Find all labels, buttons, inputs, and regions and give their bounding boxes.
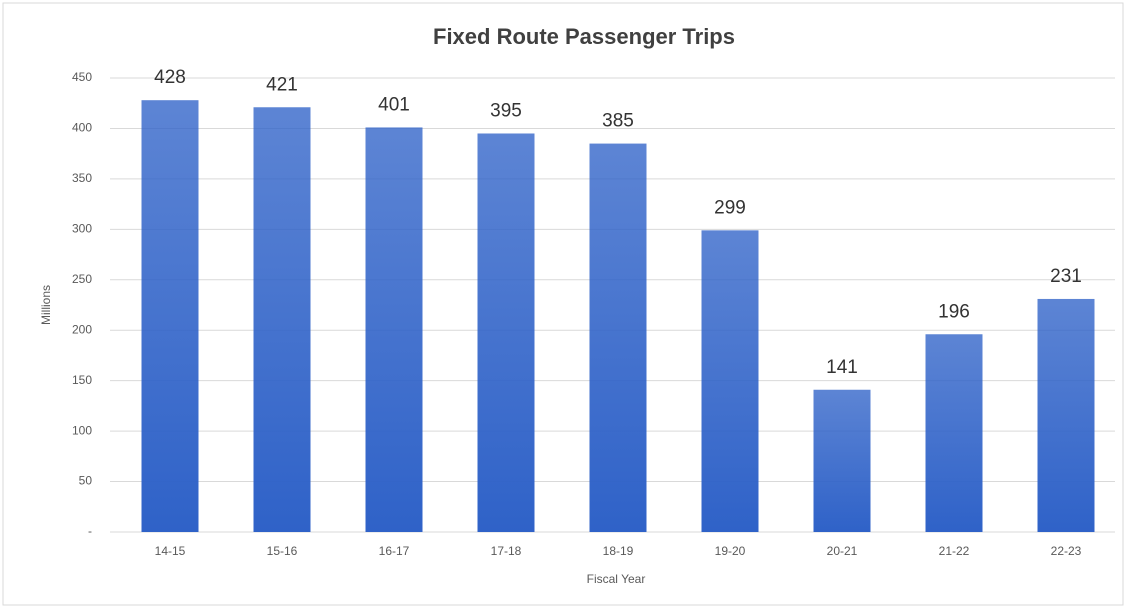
y-tick-label: 100 [72, 423, 92, 437]
bar [477, 133, 535, 532]
y-tick-label: 150 [72, 373, 92, 387]
x-tick-label: 20-21 [827, 544, 858, 558]
data-label: 231 [1050, 266, 1082, 287]
bar [701, 230, 759, 532]
chart-title: Fixed Route Passenger Trips [433, 24, 735, 49]
bar [1037, 298, 1095, 532]
x-axis-label: Fiscal Year [587, 572, 646, 586]
bar [365, 127, 423, 533]
y-tick-label: 250 [72, 272, 92, 286]
x-tick-label: 14-15 [155, 544, 186, 558]
x-tick-label: 17-18 [491, 544, 522, 558]
bar [813, 389, 871, 532]
data-label: 428 [154, 67, 186, 88]
data-label: 196 [938, 301, 970, 322]
data-label: 421 [266, 74, 298, 95]
bar [589, 143, 647, 533]
x-tick-label: 21-22 [939, 544, 970, 558]
data-label: 385 [602, 111, 634, 132]
y-tick-label: 200 [72, 322, 92, 336]
y-axis-label: Millions [39, 285, 53, 325]
x-tick-label: 18-19 [603, 544, 634, 558]
data-label: 141 [826, 357, 858, 378]
y-tick-label: 450 [72, 70, 92, 84]
y-tick-label: 50 [79, 474, 93, 488]
data-label: 395 [490, 101, 522, 122]
bar [141, 100, 199, 532]
bar [925, 334, 983, 532]
y-tick-label: 300 [72, 222, 92, 236]
y-tick-label: 400 [72, 121, 92, 135]
x-tick-label: 19-20 [715, 544, 746, 558]
x-tick-label: 22-23 [1051, 544, 1082, 558]
x-tick-label: 16-17 [379, 544, 410, 558]
data-label: 299 [714, 197, 746, 218]
y-tick-label: - [88, 524, 92, 538]
x-tick-label: 15-16 [267, 544, 298, 558]
bar [253, 107, 311, 532]
y-tick-label: 350 [72, 171, 92, 185]
data-label: 401 [378, 94, 410, 115]
